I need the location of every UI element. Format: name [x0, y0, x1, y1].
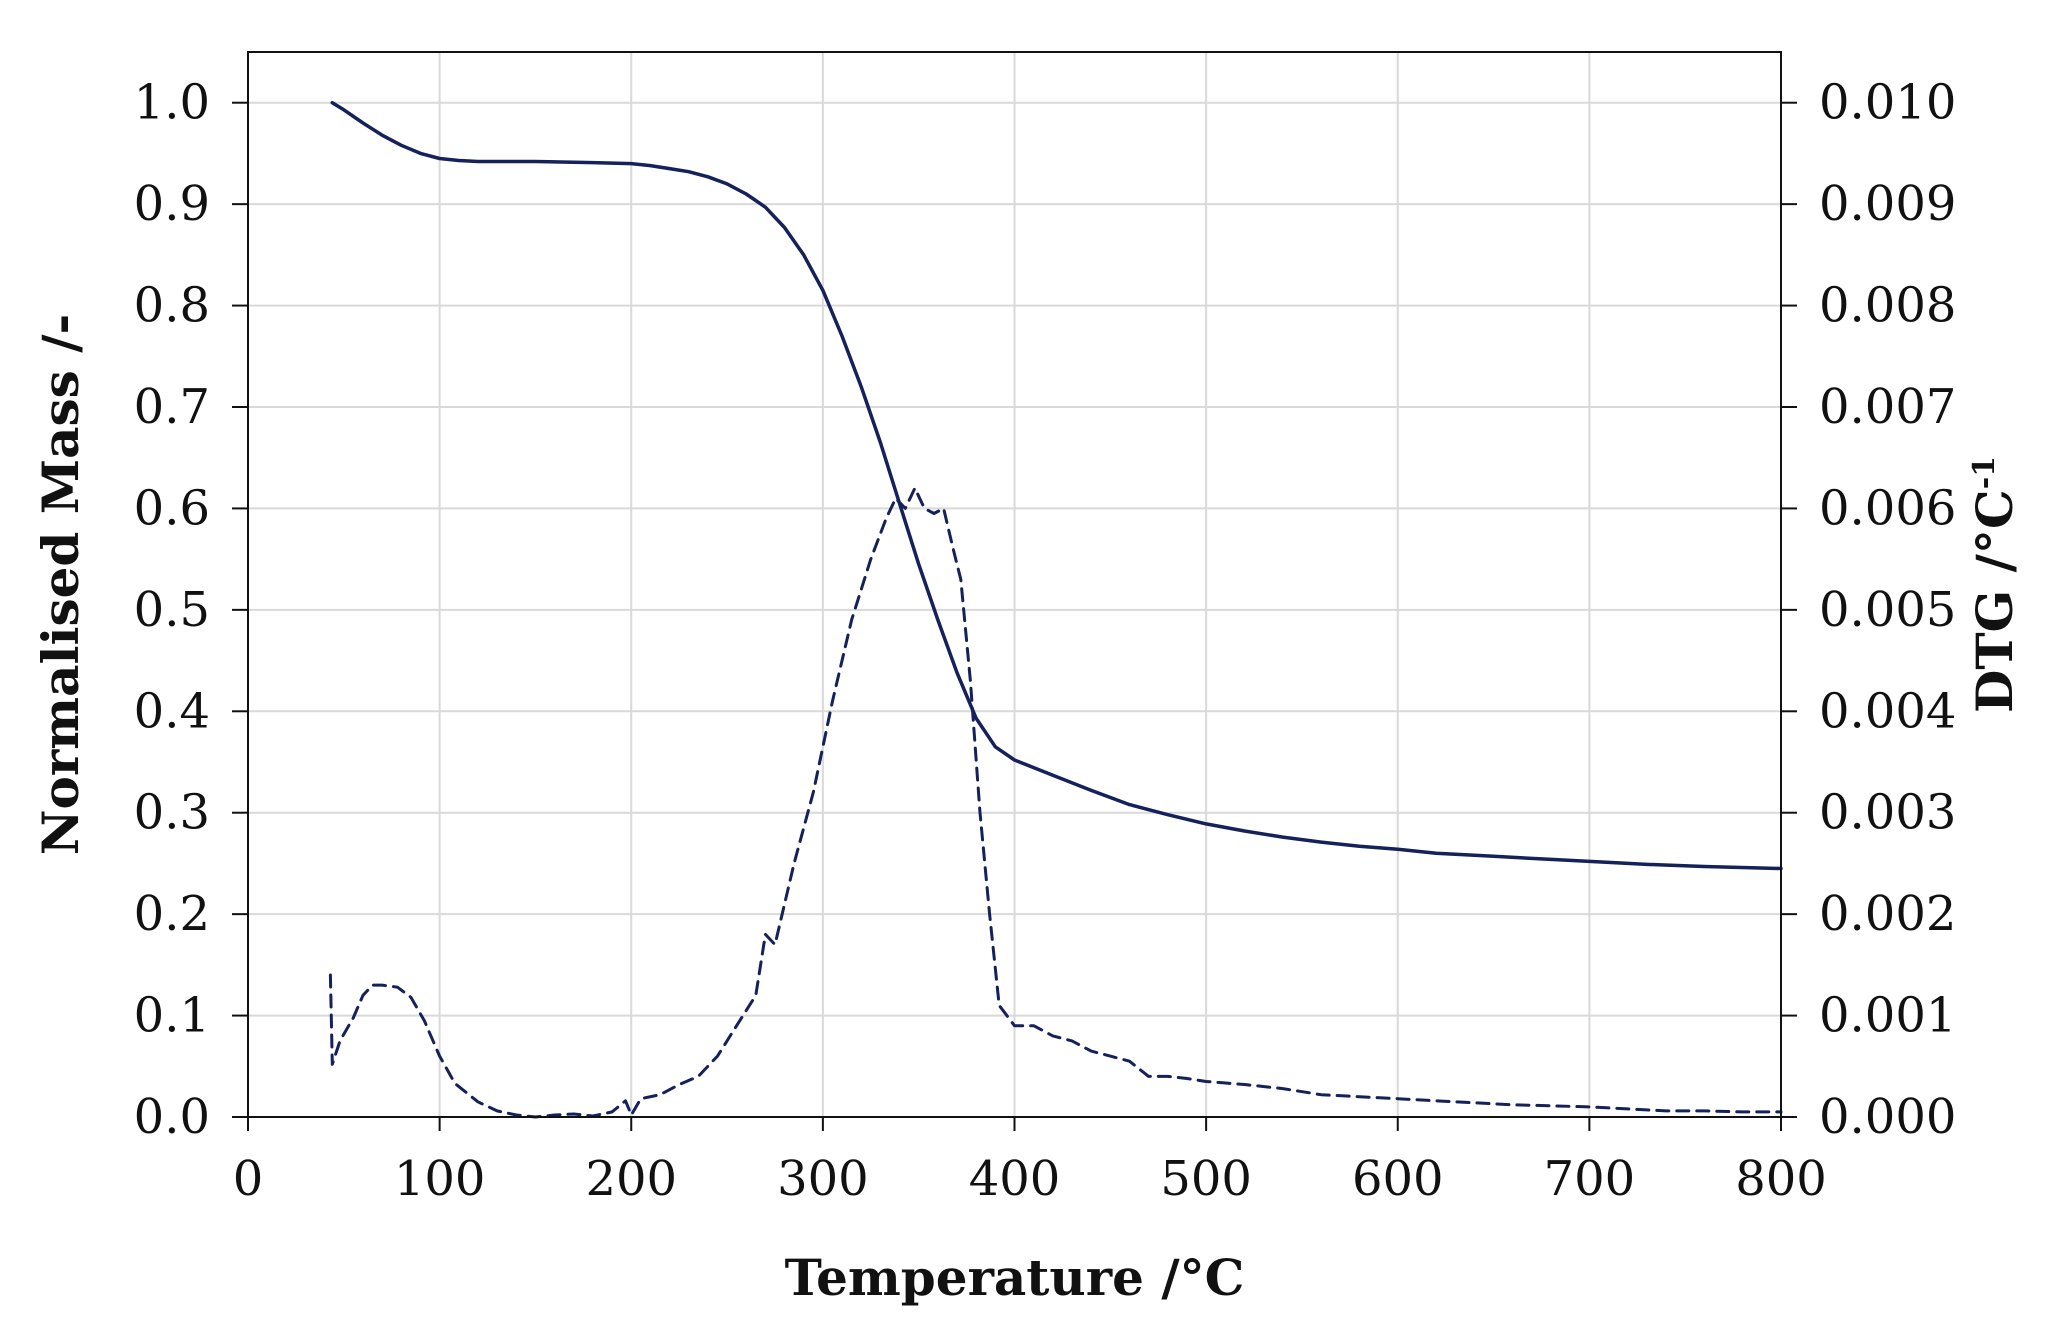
y-left-tick-label: 0.8: [134, 278, 210, 334]
y-right-tick-label: 0.008: [1819, 278, 1956, 334]
gridlines: [248, 52, 1781, 1117]
y-left-tick-label: 0.3: [134, 785, 210, 841]
y-right-tick-label: 0.009: [1819, 176, 1956, 232]
y-right-tick-label: 0.002: [1819, 886, 1956, 942]
y-left-tick-label: 1.0: [134, 75, 210, 131]
y-right-axis-title: DTG /°C-1: [1965, 456, 2024, 713]
x-tick-label: 0: [233, 1151, 264, 1207]
y-left-tick-label: 0.5: [134, 582, 210, 638]
x-tick-label: 200: [585, 1151, 677, 1207]
y-right-tick-label: 0.003: [1819, 785, 1956, 841]
y-left-tick-label: 0.0: [134, 1089, 210, 1145]
y-left-axis-title: Normalised Mass /-: [31, 314, 90, 855]
dtg-dashed-line: [328, 486, 1783, 1119]
x-tick-label: 800: [1735, 1151, 1827, 1207]
x-tick-label: 300: [777, 1151, 869, 1207]
y-right-tick-label: 0.007: [1819, 379, 1956, 435]
y-left-tick-label: 0.7: [134, 379, 210, 435]
axis-ticks: 0 100 200 300 400 500 600 700 800 0.0 0.1 0.2 0.3 0.4…: [134, 75, 1957, 1207]
x-tick-label: 700: [1544, 1151, 1636, 1207]
y-right-axis-title-main: DTG /°C: [1965, 489, 2024, 713]
y-right-tick-label: 0.010: [1819, 75, 1956, 131]
x-tick-label: 100: [394, 1151, 486, 1207]
y-left-tick-label: 0.6: [134, 480, 210, 536]
normalised-mass-line: [330, 100, 1783, 871]
y-left-tick-label: 0.4: [134, 683, 210, 739]
y-left-tick-label: 0.9: [134, 176, 210, 232]
x-axis-title: Temperature /°C: [785, 1248, 1245, 1307]
y-right-tick-label: 0.001: [1819, 988, 1956, 1044]
y-right-tick-label: 0.005: [1819, 582, 1956, 638]
y-right-axis-title-group: DTG /°C-1: [1965, 456, 2024, 713]
y-left-tick-label: 0.1: [134, 988, 210, 1044]
x-tick-label: 400: [969, 1151, 1061, 1207]
y-left-tick-label: 0.2: [134, 886, 210, 942]
y-right-tick-label: 0.004: [1819, 683, 1956, 739]
data-series: [328, 100, 1783, 1119]
y-right-tick-label: 0.000: [1819, 1089, 1956, 1145]
y-right-tick-label: 0.006: [1819, 480, 1956, 536]
x-tick-label: 600: [1352, 1151, 1444, 1207]
x-tick-label: 500: [1160, 1151, 1252, 1207]
y-right-axis-title-superscript: -1: [1967, 456, 2002, 489]
